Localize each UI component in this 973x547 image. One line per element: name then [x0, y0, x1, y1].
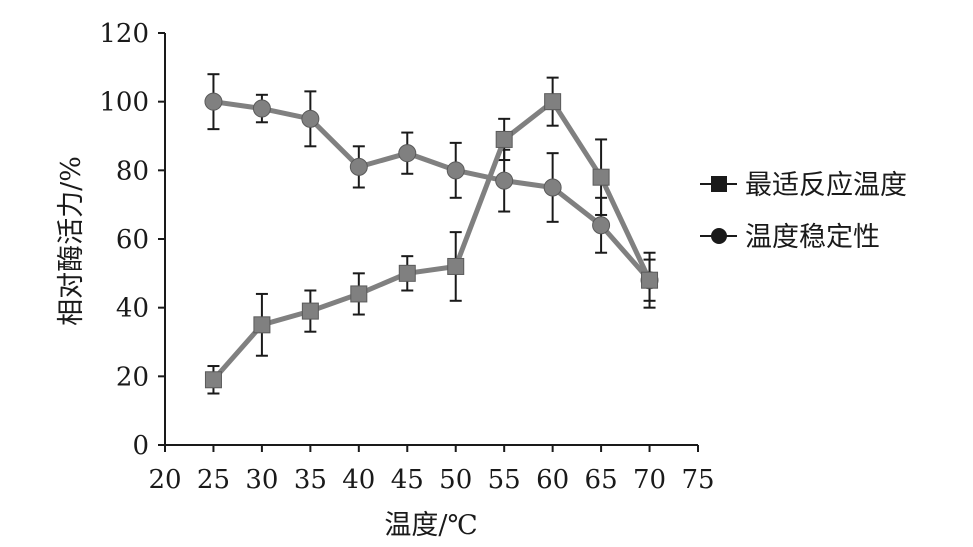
- x-ticks: 20 25 30 35 40 45 50 55 60 65 70 75: [148, 445, 715, 495]
- y-axis-title: 相对酶活力/%: [56, 156, 87, 326]
- x-tick-label: 65: [585, 465, 618, 495]
- x-tick-label: 40: [342, 465, 375, 495]
- x-tick-label: 70: [633, 465, 666, 495]
- x-tick-label: 45: [391, 465, 424, 495]
- y-tick-label: 40: [116, 294, 149, 324]
- y-tick-label: 120: [99, 19, 149, 49]
- y-ticks: 0 20 40 60 80 100 120: [99, 19, 165, 461]
- data-point-circle: [349, 157, 368, 176]
- series-layer: [204, 73, 659, 395]
- data-point-circle: [446, 161, 465, 180]
- data-point-circle: [301, 109, 320, 128]
- data-point-square: [495, 130, 513, 148]
- legend-item-optimal-temperature: 最适反应温度: [700, 170, 907, 201]
- data-point-square: [544, 93, 562, 111]
- y-tick-label: 100: [99, 88, 149, 118]
- x-tick-label: 55: [488, 465, 521, 495]
- y-tick-label: 0: [132, 431, 149, 461]
- data-point-square: [592, 168, 610, 186]
- x-tick-label: 60: [536, 465, 569, 495]
- legend-marker-square: [711, 176, 727, 192]
- data-point-square: [447, 257, 465, 275]
- x-tick-label: 30: [245, 465, 278, 495]
- x-tick-label: 20: [148, 465, 181, 495]
- x-tick-label: 35: [294, 465, 327, 495]
- x-tick-label: 75: [681, 465, 714, 495]
- series-line: [211, 99, 652, 382]
- data-point-circle: [398, 144, 417, 163]
- x-tick-label: 50: [439, 465, 472, 495]
- data-point-square: [398, 264, 416, 282]
- data-point-square: [641, 271, 659, 289]
- data-point-square: [301, 302, 319, 320]
- series-optimal-temperature: [204, 76, 659, 395]
- legend-label: 最适反应温度: [745, 170, 907, 201]
- x-axis-title: 温度/℃: [384, 510, 477, 541]
- data-point-circle: [543, 178, 562, 197]
- data-point-circle: [204, 92, 223, 111]
- axes: 20 25 30 35 40 45 50 55 60 65 70 75 0 20 40 60 80 100 120: [99, 19, 714, 495]
- data-point-square: [253, 316, 271, 334]
- data-point-circle: [592, 216, 611, 235]
- x-tick-label: 25: [197, 465, 230, 495]
- legend-marker-circle: [711, 228, 727, 244]
- data-point-circle: [495, 171, 514, 190]
- y-tick-label: 20: [116, 362, 149, 392]
- y-tick-label: 60: [116, 225, 149, 255]
- legend-label: 温度稳定性: [745, 222, 880, 253]
- data-point-square: [204, 371, 222, 389]
- data-point-square: [350, 285, 368, 303]
- series-line: [213, 99, 652, 282]
- data-point-circle: [252, 99, 271, 118]
- y-tick-label: 80: [116, 156, 149, 186]
- series-temperature-stability: [204, 73, 659, 302]
- legend-item-temperature-stability: 温度稳定性: [700, 222, 880, 253]
